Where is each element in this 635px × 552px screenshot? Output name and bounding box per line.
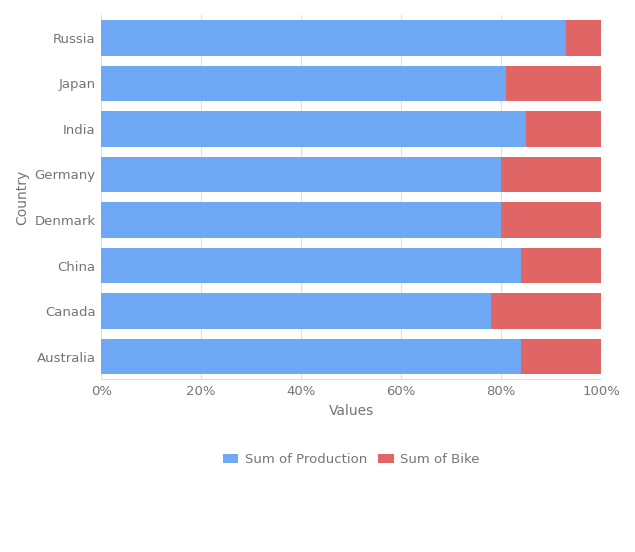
Legend: Sum of Production, Sum of Bike: Sum of Production, Sum of Bike xyxy=(217,448,485,471)
Bar xyxy=(506,66,601,101)
X-axis label: Values: Values xyxy=(328,404,374,417)
Y-axis label: Country: Country xyxy=(15,169,29,225)
Bar xyxy=(501,157,601,192)
Bar xyxy=(526,111,601,147)
Bar xyxy=(521,339,601,374)
Bar xyxy=(491,293,601,329)
Bar xyxy=(101,66,506,101)
Bar xyxy=(101,202,501,238)
Bar xyxy=(101,248,521,283)
Bar xyxy=(101,339,521,374)
Bar xyxy=(566,20,601,56)
Bar xyxy=(521,248,601,283)
Bar xyxy=(501,202,601,238)
Bar xyxy=(101,157,501,192)
Bar xyxy=(101,111,526,147)
Bar xyxy=(101,20,566,56)
Bar xyxy=(101,293,491,329)
